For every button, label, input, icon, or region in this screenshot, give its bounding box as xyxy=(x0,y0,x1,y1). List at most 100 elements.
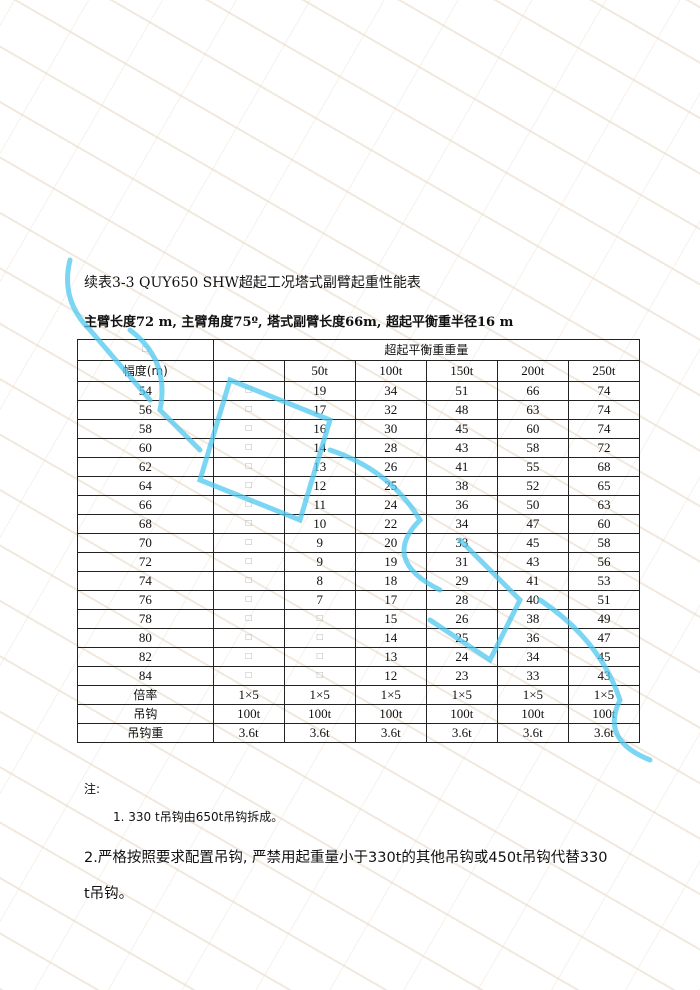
value-cell: 47 xyxy=(496,514,569,534)
value-cell: 56 xyxy=(567,552,641,572)
value-cell: 50 xyxy=(496,495,569,515)
value-cell: 45 xyxy=(567,647,641,667)
value-cell: 48 xyxy=(425,400,498,420)
row-label-cell: 62 xyxy=(77,457,214,477)
value-cell: 40 xyxy=(496,590,569,610)
row-label-cell: 84 xyxy=(77,666,214,686)
table-title: 续表3-3 QUY650 SHW超起工况塔式副臂起重性能表 xyxy=(84,275,421,291)
row-label-cell: 82 xyxy=(77,647,214,667)
value-cell: 74 xyxy=(567,400,641,420)
value-cell: 9 xyxy=(283,533,356,553)
value-cell: 13 xyxy=(283,457,356,477)
value-cell: 17 xyxy=(354,590,427,610)
value-cell: □ xyxy=(212,419,285,439)
value-cell: □ xyxy=(212,666,285,686)
value-cell: 28 xyxy=(354,438,427,458)
value-cell: 51 xyxy=(425,381,498,401)
table-header-row: 幅度(m) 50t 100t 150t 200t 250t xyxy=(77,360,641,382)
value-cell: 34 xyxy=(354,381,427,401)
table-row: 58 □ 16 30 45 60 74 xyxy=(77,419,641,439)
table-row: 76 □ 7 17 28 40 51 xyxy=(77,590,641,610)
value-cell: 22 xyxy=(354,514,427,534)
table-row: 64 □ 12 25 38 52 65 xyxy=(77,476,641,496)
column-header: 200t xyxy=(496,360,569,382)
value-cell: 45 xyxy=(496,533,569,553)
value-cell: 3.6t xyxy=(567,723,641,743)
value-cell: 3.6t xyxy=(496,723,569,743)
column-header xyxy=(212,360,285,382)
value-cell: 18 xyxy=(354,571,427,591)
value-cell: 3.6t xyxy=(212,723,285,743)
value-cell: 31 xyxy=(425,552,498,572)
row-label-cell: 68 xyxy=(77,514,214,534)
value-cell: 60 xyxy=(567,514,641,534)
value-cell: 100t xyxy=(283,704,356,724)
value-cell: □ xyxy=(212,552,285,572)
row-label-cell: 64 xyxy=(77,476,214,496)
row-label-cell: 倍率 xyxy=(77,685,214,705)
group-header: 超起平衡重重量 xyxy=(212,339,641,361)
note-item-1: 1. 330 t吊钩由650t吊钩拆成。 xyxy=(113,810,284,824)
value-cell: 3.6t xyxy=(283,723,356,743)
value-cell: 52 xyxy=(496,476,569,496)
value-cell: 25 xyxy=(354,476,427,496)
row-label-cell: 72 xyxy=(77,552,214,572)
value-cell: 74 xyxy=(567,381,641,401)
value-cell: □ xyxy=(283,666,356,686)
value-cell: 19 xyxy=(283,381,356,401)
value-cell: □ xyxy=(283,628,356,648)
value-cell: 45 xyxy=(425,419,498,439)
row-label-cell: 吊钩 xyxy=(77,704,214,724)
value-cell: 49 xyxy=(567,609,641,629)
table-row: 56 □ 17 32 48 63 74 xyxy=(77,400,641,420)
row-label-cell: 74 xyxy=(77,571,214,591)
value-cell: 3.6t xyxy=(425,723,498,743)
value-cell: 100t xyxy=(354,704,427,724)
row-label-cell: 78 xyxy=(77,609,214,629)
value-cell: 16 xyxy=(283,419,356,439)
table-row: 吊钩重 3.6t 3.6t 3.6t 3.6t 3.6t 3.6t xyxy=(77,723,641,743)
value-cell: □ xyxy=(212,590,285,610)
value-cell: 1×5 xyxy=(567,685,641,705)
row-label-cell: 70 xyxy=(77,533,214,553)
value-cell: 63 xyxy=(567,495,641,515)
table-row: 62 □ 13 26 41 55 68 xyxy=(77,457,641,477)
row-label-cell: 80 xyxy=(77,628,214,648)
value-cell: □ xyxy=(283,609,356,629)
value-cell: 34 xyxy=(496,647,569,667)
value-cell: 53 xyxy=(567,571,641,591)
row-label-cell: 56 xyxy=(77,400,214,420)
row-header: 幅度(m) xyxy=(77,360,214,382)
corner-cell: □ xyxy=(77,339,214,361)
value-cell: 9 xyxy=(283,552,356,572)
value-cell: 11 xyxy=(283,495,356,515)
value-cell: 1×5 xyxy=(425,685,498,705)
column-header: 100t xyxy=(354,360,427,382)
value-cell: 13 xyxy=(354,647,427,667)
value-cell: □ xyxy=(212,571,285,591)
row-label-cell: 66 xyxy=(77,495,214,515)
value-cell: 10 xyxy=(283,514,356,534)
value-cell: 15 xyxy=(354,609,427,629)
row-label-cell: 吊钩重 xyxy=(77,723,214,743)
column-header: 250t xyxy=(567,360,641,382)
value-cell: 55 xyxy=(496,457,569,477)
value-cell: □ xyxy=(212,609,285,629)
note-item-2-line-1: 2.严格按照要求配置吊钩, 严禁用起重量小于330t的其他吊钩或450t吊钩代替… xyxy=(84,850,608,866)
value-cell: 20 xyxy=(354,533,427,553)
value-cell: 74 xyxy=(567,419,641,439)
value-cell: 32 xyxy=(354,400,427,420)
value-cell: 41 xyxy=(425,457,498,477)
value-cell: 43 xyxy=(425,438,498,458)
table-row: 66 □ 11 24 36 50 63 xyxy=(77,495,641,515)
value-cell: 58 xyxy=(567,533,641,553)
load-chart-table: □ 超起平衡重重量 幅度(m) 50t 100t 150t 200t 250t … xyxy=(77,339,641,743)
value-cell: 33 xyxy=(425,533,498,553)
value-cell: 60 xyxy=(496,419,569,439)
row-label-cell: 58 xyxy=(77,419,214,439)
value-cell: 72 xyxy=(567,438,641,458)
notes-label: 注: xyxy=(84,782,101,796)
table-row: 80 □ □ 14 25 36 47 xyxy=(77,628,641,648)
value-cell: 3.6t xyxy=(354,723,427,743)
table-row: 60 □ 14 28 43 58 72 xyxy=(77,438,641,458)
